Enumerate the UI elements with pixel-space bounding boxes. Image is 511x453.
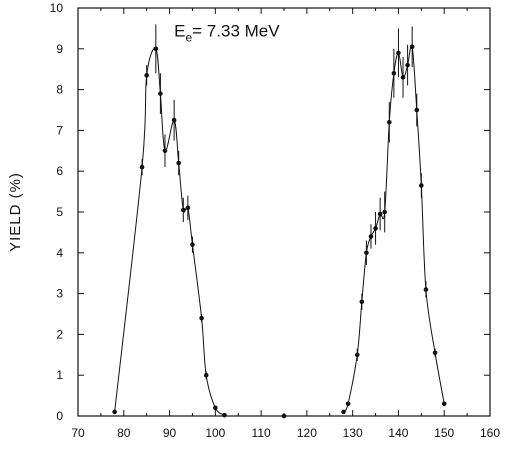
y-tick-label: 10	[50, 1, 64, 15]
x-tick-label: 80	[117, 426, 131, 440]
data-point	[112, 409, 117, 415]
data-point	[354, 352, 360, 358]
data-point	[190, 242, 195, 247]
data-point	[162, 148, 168, 154]
data-point	[409, 44, 415, 50]
y-tick-label: 5	[56, 205, 63, 219]
y-tick-label: 3	[56, 287, 63, 301]
data-point	[144, 73, 149, 78]
y-ticks: 0 1 2 3 4 5 6 7 8 9 10	[50, 1, 490, 423]
y-tick-label: 6	[56, 164, 63, 178]
data-point	[213, 405, 218, 411]
data-point	[396, 50, 401, 56]
data-point	[382, 209, 388, 215]
x-ticks: 70 80 90 100 110 120 130 140 150 160	[71, 8, 500, 440]
data-point	[414, 107, 420, 113]
data-point	[391, 70, 397, 76]
data-point	[405, 62, 410, 68]
data-point	[373, 226, 378, 231]
data-point	[185, 205, 191, 211]
data-point	[199, 315, 204, 321]
data-point	[368, 234, 374, 239]
data-point	[386, 119, 392, 125]
annotation-subscript: e	[185, 31, 192, 45]
x-tick-label: 70	[71, 426, 85, 440]
plot-frame	[77, 7, 491, 417]
data-point	[341, 409, 346, 415]
data-point	[180, 207, 186, 213]
x-tick-label: 150	[434, 426, 454, 440]
x-tick-label: 90	[163, 426, 177, 440]
energy-annotation: Ee= 7.33 MeV	[174, 22, 280, 45]
data-point	[345, 401, 351, 407]
data-point	[441, 401, 447, 407]
y-tick-label: 7	[56, 123, 63, 137]
data-point	[171, 117, 177, 123]
data-points	[112, 44, 447, 419]
fit-curve-peak-1	[114, 47, 225, 416]
data-point	[176, 160, 182, 166]
data-point	[153, 46, 159, 52]
annotation-rest: = 7.33 MeV	[192, 22, 280, 41]
y-axis-label: YIELD (%)	[7, 172, 24, 252]
x-tick-label: 100	[205, 426, 225, 440]
x-tick-label: 120	[297, 426, 317, 440]
error-bars	[141, 24, 445, 410]
annotation-main: E	[174, 22, 185, 41]
y-tick-label: 2	[56, 327, 63, 341]
data-point	[222, 412, 227, 418]
y-tick-label: 9	[56, 42, 63, 56]
y-tick-label: 0	[56, 409, 63, 423]
data-point	[400, 75, 406, 80]
data-point	[158, 91, 163, 96]
data-point	[423, 287, 429, 292]
y-tick-label: 4	[56, 246, 63, 260]
fit-curves	[114, 44, 445, 416]
x-tick-label: 110	[252, 426, 271, 440]
x-tick-label: 130	[343, 426, 363, 440]
data-point	[377, 211, 383, 217]
data-point	[364, 250, 369, 256]
data-point	[203, 372, 209, 378]
axes	[77, 7, 491, 417]
data-point	[432, 350, 438, 356]
x-tick-label: 140	[388, 426, 408, 440]
y-tick-label: 8	[56, 83, 63, 97]
data-point	[359, 299, 365, 305]
fit-curve-peak-2	[343, 44, 445, 413]
data-point	[419, 183, 424, 188]
data-point	[139, 164, 145, 170]
y-tick-label: 1	[56, 368, 63, 382]
data-point	[281, 413, 287, 419]
x-tick-label: 160	[480, 426, 500, 440]
